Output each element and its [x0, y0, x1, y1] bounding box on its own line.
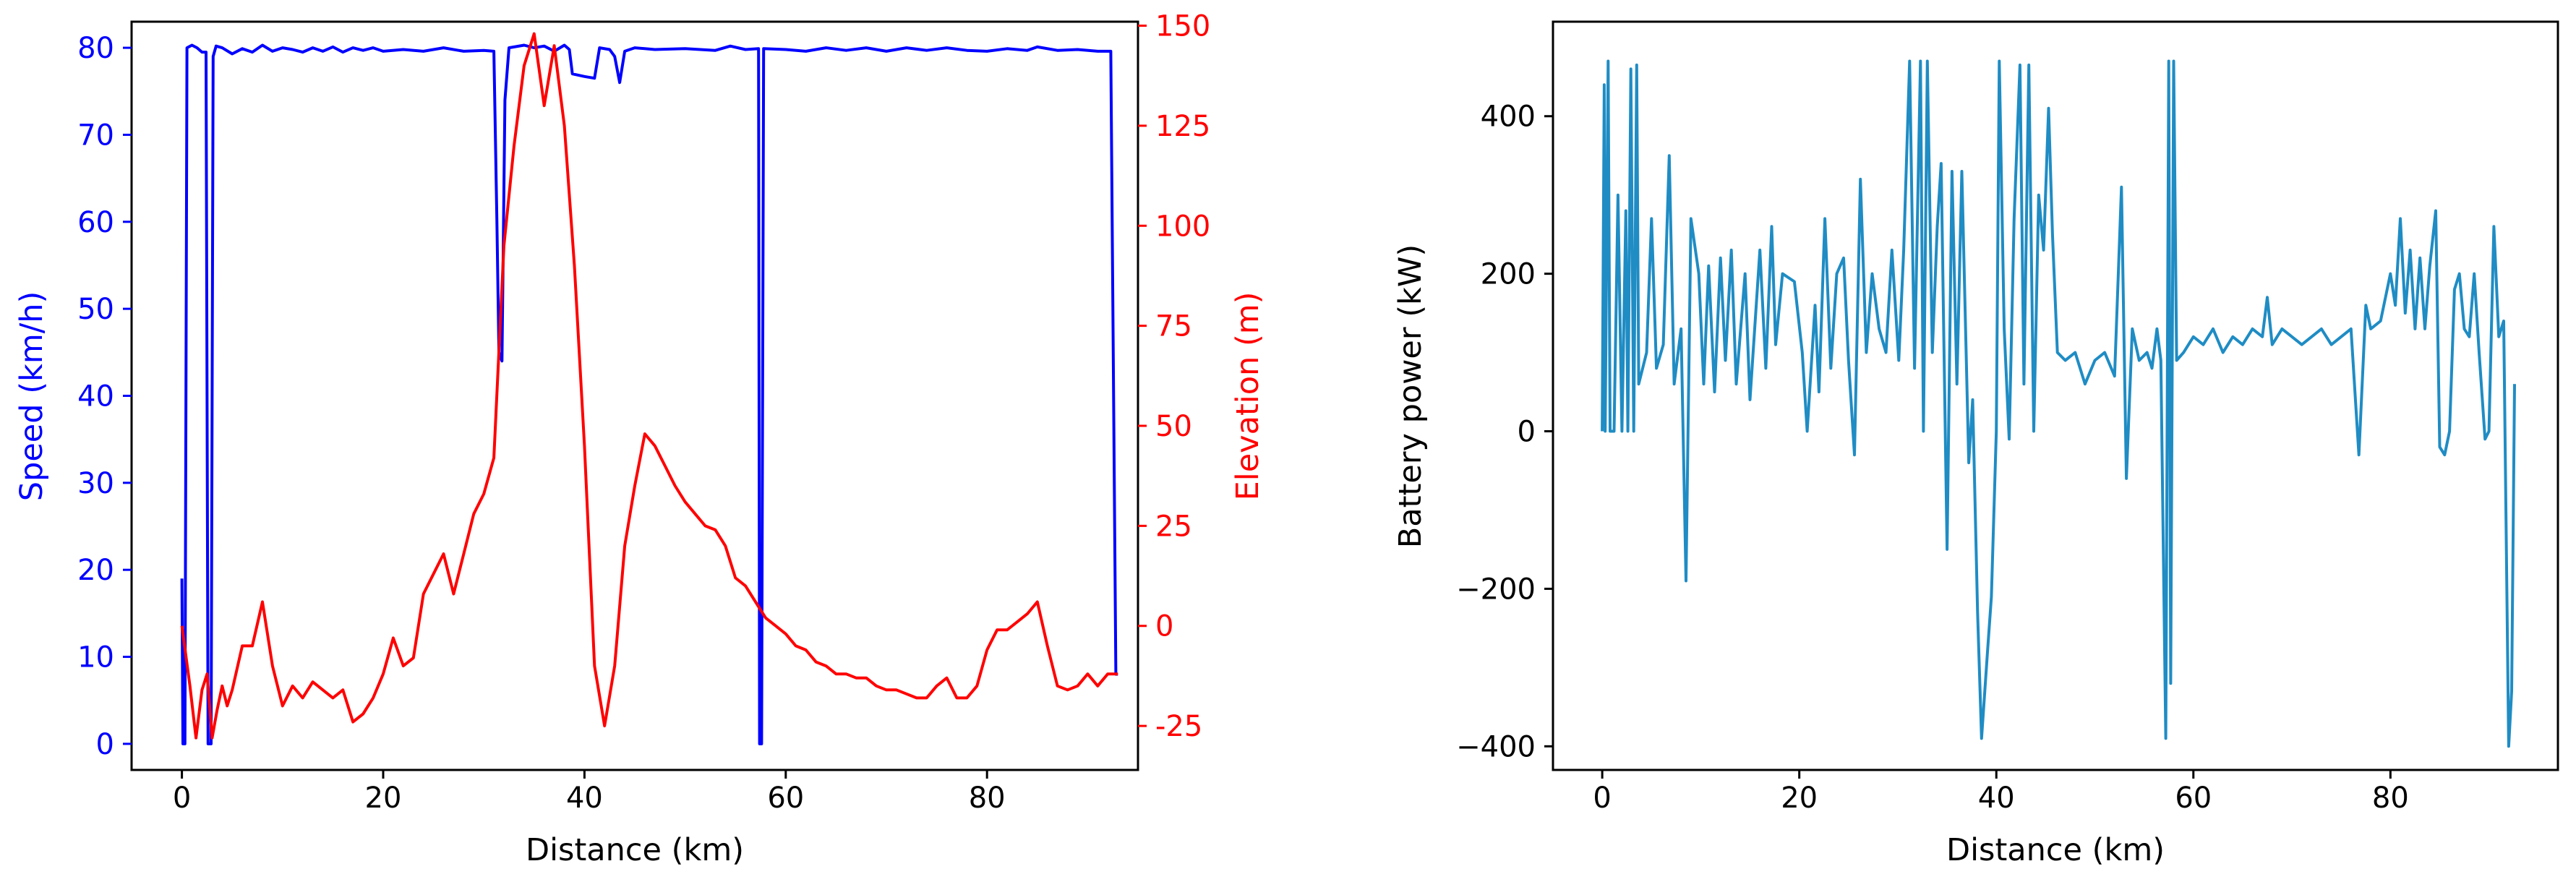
right-y-tick-label: 25: [1155, 510, 1192, 543]
speed-elevation-chart: 0 20 40 60 80 0 10 20 30 40 50 60 70 80 -25 0 25 50 75 10…: [14, 10, 1266, 868]
right-chart-y-tick-label: 0: [1518, 416, 1536, 449]
left-y-tick-label: 0: [96, 728, 114, 761]
left-y-tick-label: 30: [77, 467, 114, 500]
right-chart-y-axis-label: Battery power (kW): [1392, 244, 1429, 548]
left-y-tick-label: 10: [77, 641, 114, 675]
left-y-tick-label: 60: [77, 206, 114, 239]
battery-power-series-line: [1601, 59, 2516, 748]
right-chart-y-tick-label: −200: [1456, 573, 1536, 606]
right-chart-y-tick-label: 400: [1481, 100, 1536, 134]
left-y-axis-label: Speed (km/h): [14, 291, 50, 502]
right-y-tick-label: 125: [1155, 110, 1210, 143]
left-x-axis-label: Distance (km): [526, 832, 744, 868]
right-chart-x-tick-label: 40: [1978, 782, 2015, 815]
left-y-tick-label: 40: [77, 380, 114, 414]
left-x-tick-label: 40: [566, 782, 603, 815]
left-x-tick-label: 60: [767, 782, 804, 815]
left-y-tick-label: 70: [77, 119, 114, 152]
right-y-tick-label: 100: [1155, 210, 1210, 243]
right-y-tick-label: 0: [1155, 610, 1173, 643]
left-y2-ticks: -25 0 25 50 75 100 125 150: [1138, 10, 1210, 743]
left-x-tick-label: 80: [969, 782, 1006, 815]
right-y-tick-label: 50: [1155, 410, 1192, 443]
left-plot-frame: [130, 20, 1139, 771]
right-chart-x-axis-label: Distance (km): [1946, 832, 2165, 868]
right-chart-y-tick-label: 200: [1481, 258, 1536, 291]
left-x-ticks: 0 20 40 60 80: [173, 770, 1006, 815]
left-series-group: [180, 32, 1118, 745]
left-y-tick-label: 20: [77, 554, 114, 587]
left-x-tick-label: 20: [365, 782, 402, 815]
right-chart-x-tick-label: 20: [1781, 782, 1818, 815]
right-y-tick-label: -25: [1155, 710, 1202, 743]
left-y-tick-label: 50: [77, 293, 114, 326]
right-series-group: [1601, 59, 2516, 748]
right-chart-x-tick-label: 60: [2175, 782, 2212, 815]
elevation-series-line: [180, 32, 1118, 740]
right-y-axis-label: Elevation (m): [1230, 292, 1266, 501]
right-x-ticks: 0 20 40 60 80: [1593, 770, 2409, 815]
right-chart-y-tick-label: −400: [1456, 730, 1536, 763]
left-x-tick-label: 0: [173, 782, 191, 815]
left-y-ticks: 0 10 20 30 40 50 60 70 80: [77, 32, 132, 761]
right-y-tick-label: 150: [1155, 10, 1210, 43]
right-plot-frame: [1552, 20, 2559, 771]
right-y-ticks: −400 −200 0 200 400: [1456, 100, 1553, 763]
right-chart-x-tick-label: 80: [2372, 782, 2409, 815]
right-y-tick-label: 75: [1155, 310, 1192, 343]
speed-series-line: [180, 43, 1118, 745]
right-chart-x-tick-label: 0: [1593, 782, 1611, 815]
left-y-tick-label: 80: [77, 32, 114, 65]
